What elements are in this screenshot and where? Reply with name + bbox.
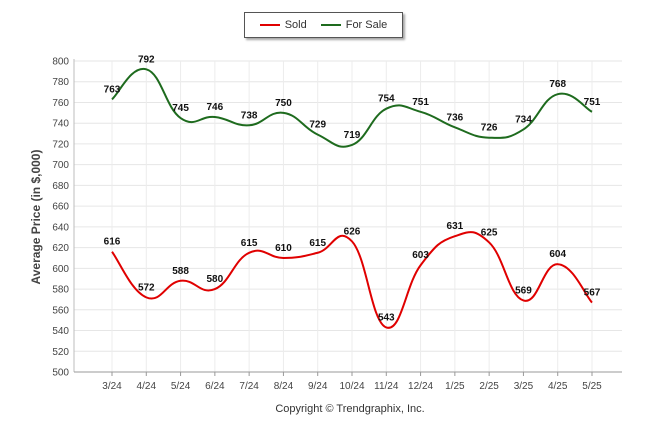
y-axis-label: Average Price (in $,000) xyxy=(29,149,43,285)
y-tick-label: 740 xyxy=(52,119,69,130)
data-label-for-sale: 768 xyxy=(549,79,566,90)
y-tick-label: 620 xyxy=(52,243,69,254)
x-tick-label: 5/25 xyxy=(582,381,602,392)
data-label-for-sale: 738 xyxy=(241,110,258,121)
y-tick-label: 720 xyxy=(52,139,69,150)
y-tick-label: 600 xyxy=(52,264,69,275)
data-label-sold: 625 xyxy=(481,227,498,238)
data-labels: 616 572 588 580 615 610 615 626 543 603 631 625 569 6… xyxy=(104,54,601,323)
data-label-sold: 580 xyxy=(207,274,224,285)
data-label-for-sale: 726 xyxy=(481,123,498,134)
y-tick-label: 640 xyxy=(52,222,69,233)
data-label-for-sale: 751 xyxy=(412,97,429,108)
y-tick-label: 760 xyxy=(52,98,69,109)
x-tick-label: 2/25 xyxy=(479,381,499,392)
x-tick-label: 7/24 xyxy=(239,381,259,392)
data-label-sold: 604 xyxy=(549,249,566,260)
data-label-sold: 603 xyxy=(412,250,429,261)
data-label-sold: 567 xyxy=(584,288,601,299)
x-tick-label: 5/24 xyxy=(171,381,191,392)
x-tick-label: 1/25 xyxy=(445,381,465,392)
y-tick-label: 800 xyxy=(52,57,69,68)
legend-swatch-sold xyxy=(259,24,280,26)
data-label-for-sale: 751 xyxy=(584,97,601,108)
x-tick-label: 3/24 xyxy=(102,381,122,392)
axes: 500 520 540 560 580 600 620 640 660 680 700 720 740 7… xyxy=(52,57,622,392)
data-label-for-sale: 792 xyxy=(138,54,155,65)
y-tick-label: 700 xyxy=(52,160,69,171)
y-tick-label: 500 xyxy=(52,368,69,379)
legend-item-sold: Sold xyxy=(259,19,307,31)
data-label-for-sale: 754 xyxy=(378,94,395,105)
x-tick-label: 11/24 xyxy=(374,381,399,392)
legend-swatch-for-sale xyxy=(320,24,341,26)
x-tick-label: 4/25 xyxy=(548,381,568,392)
y-tick-label: 580 xyxy=(52,285,69,296)
x-tick-label: 6/24 xyxy=(205,381,225,392)
data-label-sold: 572 xyxy=(138,282,155,293)
legend-label-for-sale: For Sale xyxy=(345,19,388,31)
x-tick-label: 3/25 xyxy=(514,381,534,392)
data-label-sold: 615 xyxy=(241,238,258,249)
y-tick-label: 680 xyxy=(52,181,69,192)
y-tick-label: 560 xyxy=(52,305,69,316)
data-label-sold: 610 xyxy=(275,243,292,254)
data-label-sold: 615 xyxy=(309,238,326,249)
series-line-sold xyxy=(111,231,593,329)
data-label-sold: 631 xyxy=(447,221,464,232)
x-tick-label: 4/24 xyxy=(137,381,157,392)
data-label-for-sale: 719 xyxy=(344,130,361,141)
legend-item-for-sale: For Sale xyxy=(320,19,388,31)
y-tick-label: 660 xyxy=(52,202,69,213)
data-label-sold: 543 xyxy=(378,312,395,323)
copyright-text: Copyright © Trendgraphix, Inc. xyxy=(275,403,425,415)
legend: Sold For Sale xyxy=(244,12,403,38)
y-tick-label: 540 xyxy=(52,326,69,337)
data-label-for-sale: 729 xyxy=(309,120,326,131)
data-label-for-sale: 746 xyxy=(207,102,224,113)
data-label-sold: 616 xyxy=(104,237,121,248)
data-label-for-sale: 736 xyxy=(447,112,464,123)
x-tick-label: 8/24 xyxy=(274,381,294,392)
data-label-for-sale: 745 xyxy=(172,103,189,114)
x-tick-label: 9/24 xyxy=(308,381,328,392)
series-line-for-sale xyxy=(111,68,593,148)
series-lines xyxy=(111,68,593,329)
y-tick-label: 520 xyxy=(52,347,69,358)
x-tick-label: 10/24 xyxy=(339,381,364,392)
legend-label-sold: Sold xyxy=(284,19,307,31)
data-label-for-sale: 763 xyxy=(104,84,121,95)
x-tick-label: 12/24 xyxy=(408,381,433,392)
data-label-sold: 569 xyxy=(515,285,532,296)
data-label-sold: 588 xyxy=(172,266,189,277)
data-label-sold: 626 xyxy=(344,226,361,237)
data-label-for-sale: 734 xyxy=(515,114,532,125)
data-label-for-sale: 750 xyxy=(275,98,292,109)
y-tick-label: 780 xyxy=(52,77,69,88)
grid-lines xyxy=(74,60,622,373)
